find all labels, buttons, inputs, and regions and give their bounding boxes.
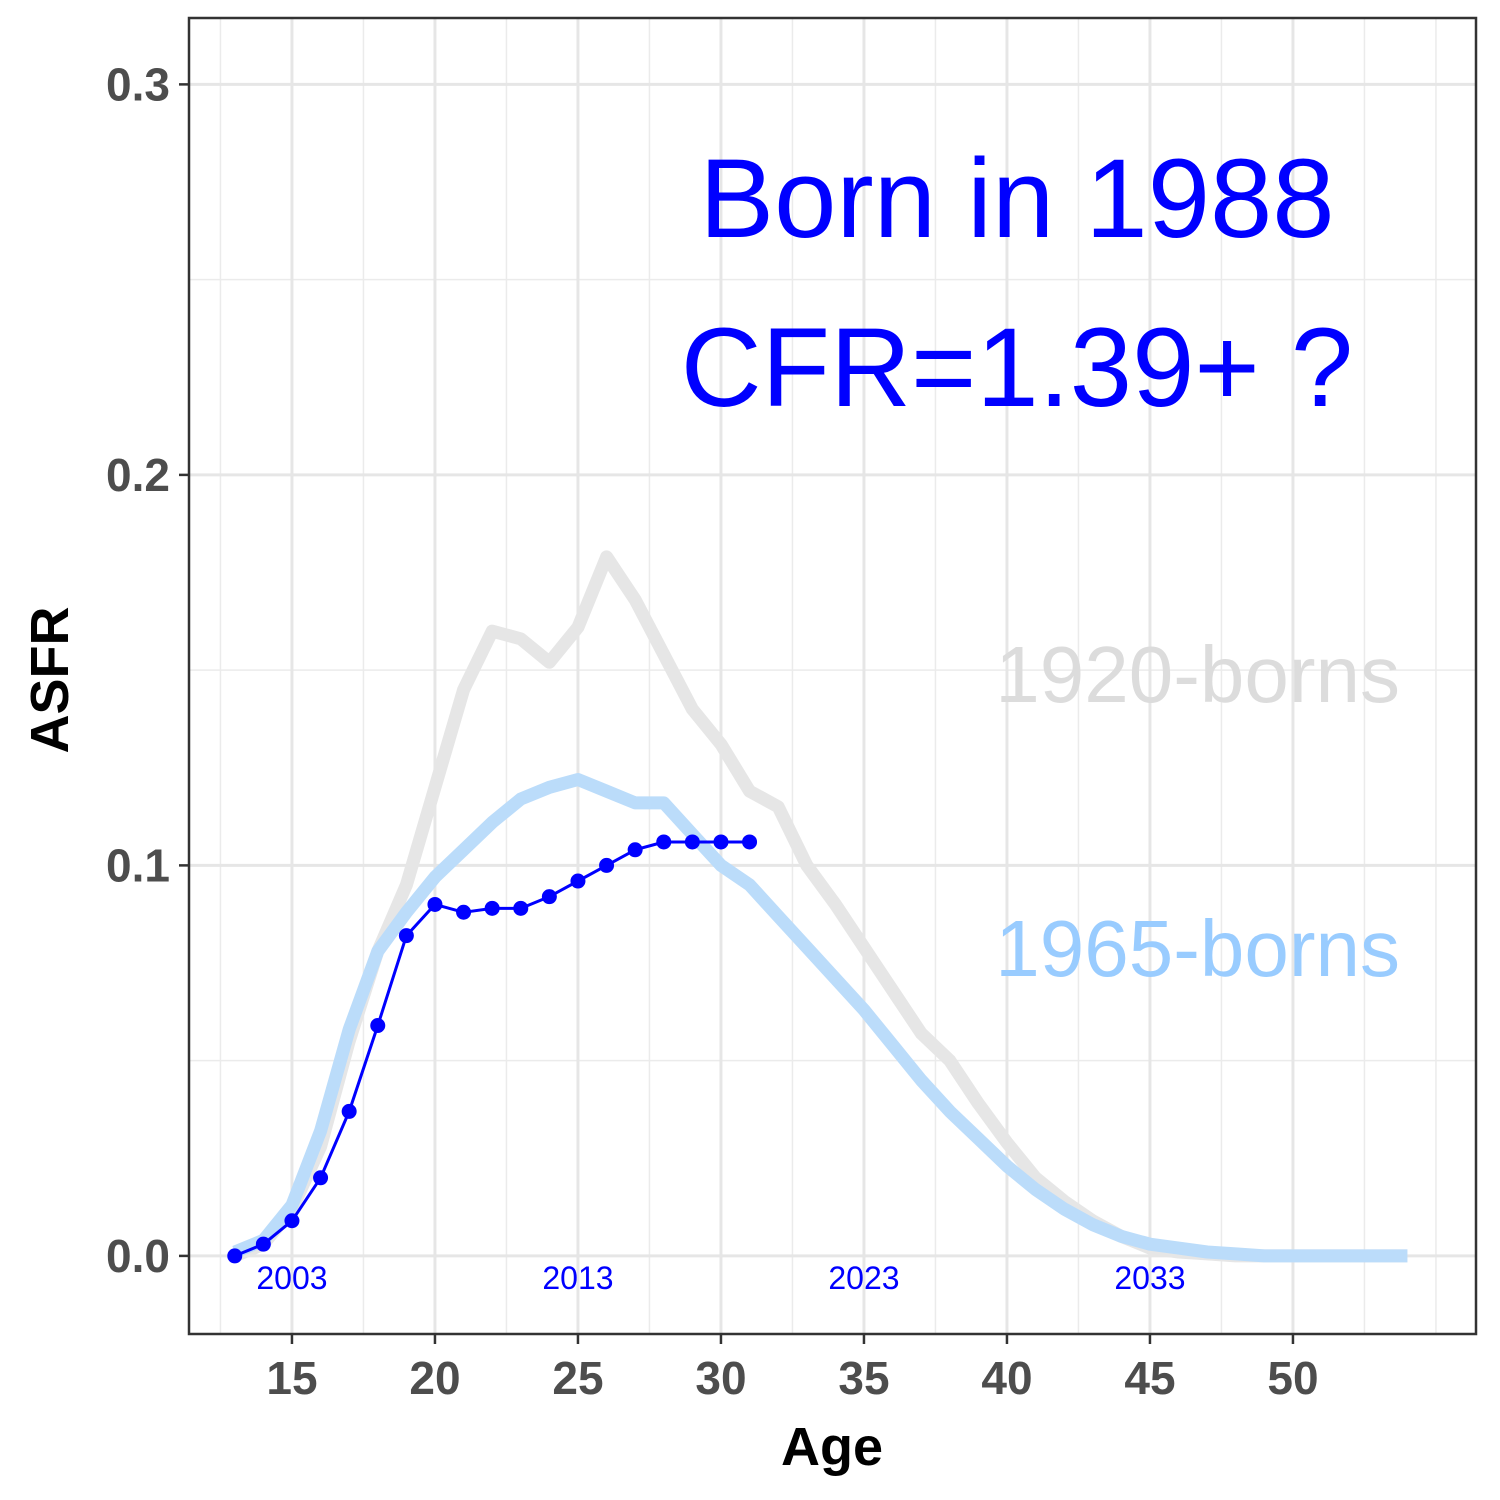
x-tick-label: 30 bbox=[695, 1352, 746, 1404]
year-label: 2033 bbox=[1114, 1260, 1185, 1296]
series-line-1965-borns bbox=[232, 773, 1408, 1263]
panel-background bbox=[189, 18, 1476, 1334]
panel-border bbox=[187, 16, 1478, 1336]
series-point-born-in-1988 bbox=[713, 834, 729, 850]
series-point-born-in-1988 bbox=[341, 1103, 357, 1119]
series-point-born-in-1988 bbox=[684, 834, 700, 850]
series-point-born-in-1988 bbox=[370, 1018, 386, 1034]
series-point-born-in-1988 bbox=[656, 834, 672, 850]
y-tick-label: 0.3 bbox=[106, 58, 170, 110]
label-1965-borns: 1965-borns bbox=[995, 904, 1400, 993]
grid bbox=[189, 18, 1476, 1334]
label-1920-borns: 1920-borns bbox=[995, 630, 1400, 719]
series-point-born-in-1988 bbox=[541, 889, 557, 905]
x-tick-label: 35 bbox=[838, 1352, 889, 1404]
series-point-born-in-1988 bbox=[284, 1213, 300, 1229]
headline-line1: Born in 1988 bbox=[699, 136, 1334, 261]
series-point-born-in-1988 bbox=[255, 1236, 271, 1252]
axes: 15 20 25 30 35 40 45 50 0.0 0.1 0.2 0.3 bbox=[106, 58, 1318, 1404]
x-tick-label: 40 bbox=[981, 1352, 1032, 1404]
series-point-born-in-1988 bbox=[313, 1170, 329, 1186]
series-layer bbox=[227, 550, 1408, 1264]
series-point-born-in-1988 bbox=[227, 1248, 243, 1264]
y-tick-label: 0.2 bbox=[106, 449, 170, 501]
headline-line2: CFR=1.39+ ? bbox=[681, 305, 1353, 430]
series-point-born-in-1988 bbox=[484, 900, 500, 916]
series-point-born-in-1988 bbox=[456, 904, 472, 920]
x-tick-label: 25 bbox=[552, 1352, 603, 1404]
x-tick-label: 20 bbox=[409, 1352, 460, 1404]
x-tick-label: 50 bbox=[1267, 1352, 1318, 1404]
annotations: Born in 1988 CFR=1.39+ ? 1920-borns 1965… bbox=[681, 136, 1400, 993]
series-point-born-in-1988 bbox=[513, 900, 529, 916]
y-tick-label: 0.0 bbox=[106, 1230, 170, 1282]
x-tick-label: 45 bbox=[1124, 1352, 1175, 1404]
year-label: 2023 bbox=[828, 1260, 899, 1296]
series-point-born-in-1988 bbox=[570, 873, 586, 889]
series-point-born-in-1988 bbox=[427, 896, 443, 912]
series-point-born-in-1988 bbox=[599, 857, 615, 873]
year-label: 2003 bbox=[256, 1260, 327, 1296]
series-point-born-in-1988 bbox=[627, 842, 643, 858]
series-point-born-in-1988 bbox=[742, 834, 758, 850]
y-tick-label: 0.1 bbox=[106, 839, 170, 891]
year-label: 2013 bbox=[542, 1260, 613, 1296]
y-axis-title: ASFR bbox=[20, 607, 80, 754]
x-axis-title: Age bbox=[781, 1417, 883, 1477]
series-point-born-in-1988 bbox=[398, 928, 414, 944]
year-labels: 2003 2013 2023 2033 bbox=[256, 1260, 1185, 1296]
x-tick-label: 15 bbox=[266, 1352, 317, 1404]
